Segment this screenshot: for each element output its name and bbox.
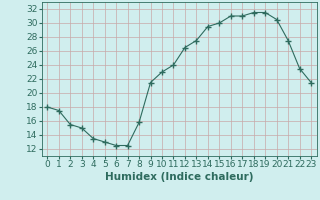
X-axis label: Humidex (Indice chaleur): Humidex (Indice chaleur) <box>105 172 253 182</box>
